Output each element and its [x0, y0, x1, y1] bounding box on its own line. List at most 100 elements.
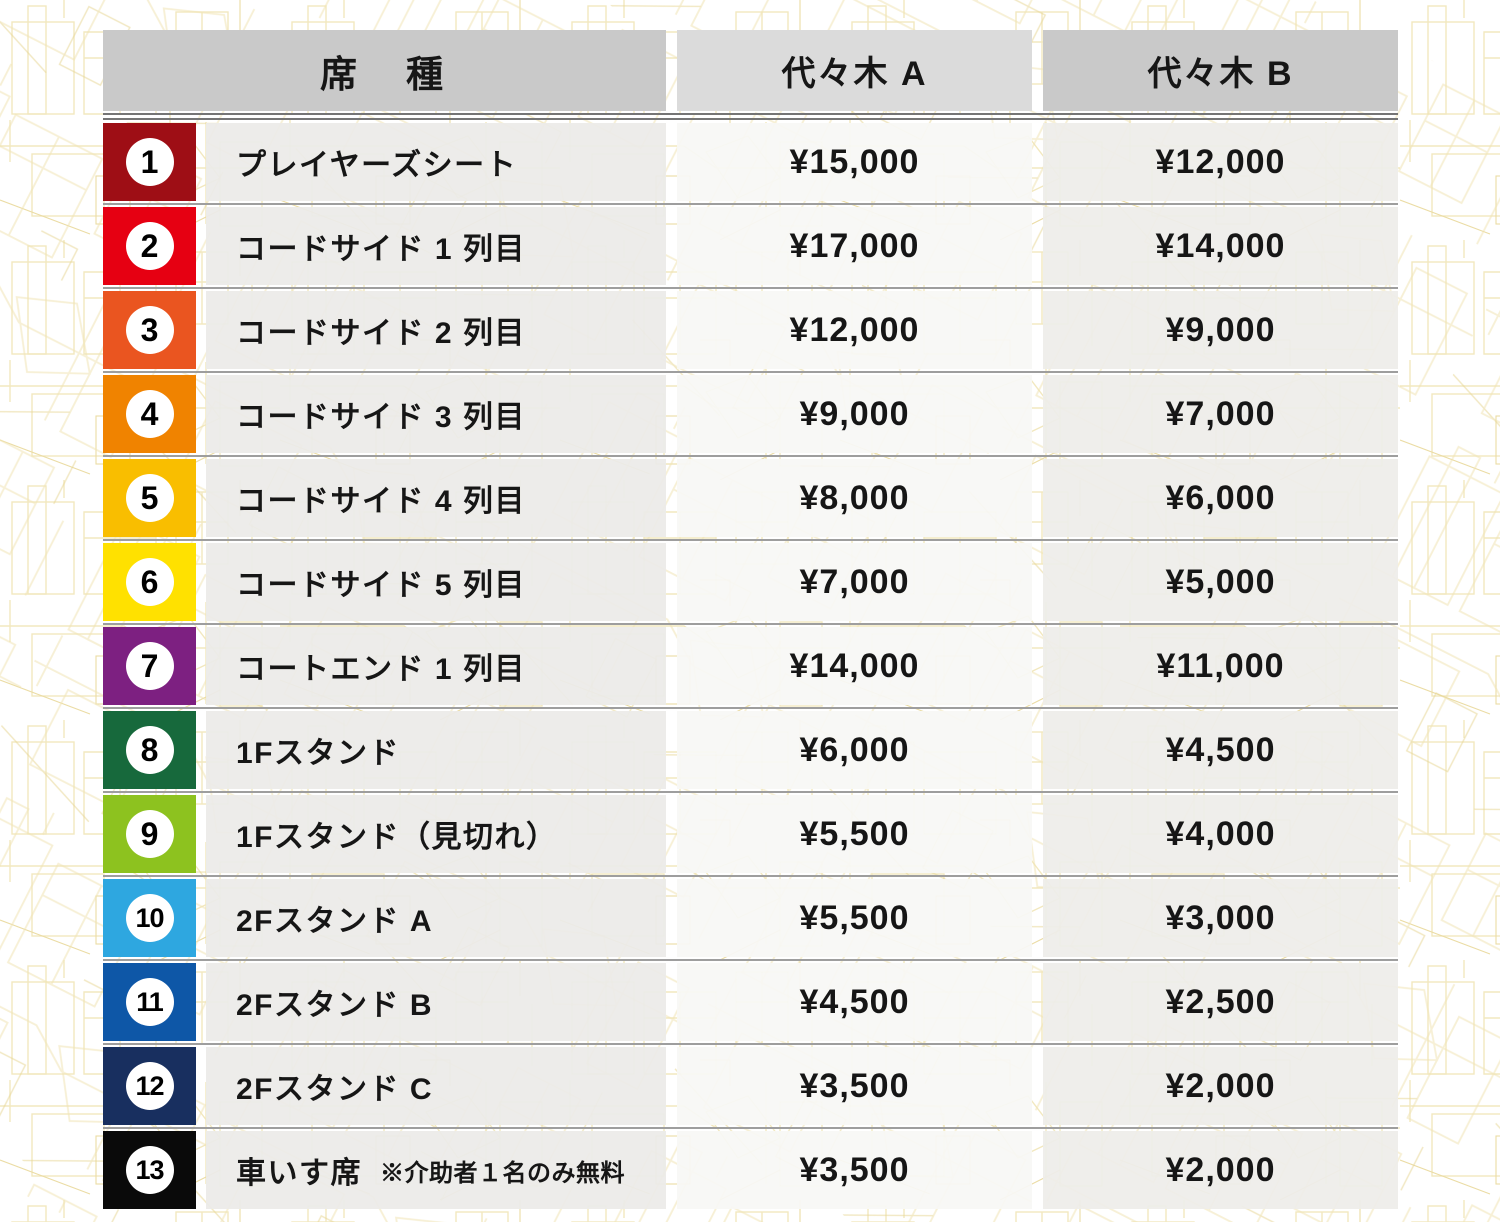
seat-label: プレイヤーズシート: [206, 123, 666, 201]
table-row: 3 コードサイド 2 列目 ¥12,000 ¥9,000: [103, 291, 1398, 369]
seat-label-text: 2Fスタンド A: [236, 905, 434, 938]
table-row: 7 コートエンド 1 列目 ¥14,000 ¥11,000: [103, 627, 1398, 705]
price-yoyogi-b: ¥9,000: [1043, 291, 1398, 369]
seat-number: 6: [125, 558, 174, 606]
seat-label: 車いす席 ※介助者１名のみ無料: [206, 1131, 666, 1209]
table-row: 9 1Fスタンド（見切れ） ¥5,500 ¥4,000: [103, 795, 1398, 873]
seat-label: コードサイド 1 列目: [206, 207, 666, 285]
seat-number: 7: [125, 642, 174, 690]
seat-label: 2Fスタンド A: [206, 879, 666, 957]
column-gap: [196, 879, 206, 957]
seat-number: 10: [125, 894, 174, 942]
seat-label-text: コードサイド 5 列目: [236, 569, 526, 602]
seat-number: 12: [125, 1062, 174, 1110]
header-yoyogi-a: 代々木 A: [677, 30, 1032, 111]
table-row: 10 2Fスタンド A ¥5,500 ¥3,000: [103, 879, 1398, 957]
seat-number-badge: 9: [103, 795, 196, 873]
seat-number-badge: 1: [103, 123, 196, 201]
seat-label-text: 車いす席: [236, 1157, 362, 1190]
seat-label: 2Fスタンド B: [206, 963, 666, 1041]
seat-label-text: 1Fスタンド（見切れ）: [236, 821, 558, 854]
price-yoyogi-a: ¥6,000: [677, 711, 1032, 789]
row-divider: [103, 791, 1398, 793]
column-gap: [666, 627, 677, 705]
table-row: 13 車いす席 ※介助者１名のみ無料 ¥3,500 ¥2,000: [103, 1131, 1398, 1209]
seat-number: 2: [125, 222, 174, 270]
column-gap: [196, 1131, 206, 1209]
price-yoyogi-b: ¥2,000: [1043, 1131, 1398, 1209]
column-gap: [196, 291, 206, 369]
column-gap: [666, 459, 677, 537]
price-yoyogi-a: ¥14,000: [677, 627, 1032, 705]
column-gap: [196, 711, 206, 789]
price-yoyogi-a: ¥5,500: [677, 795, 1032, 873]
column-gap: [666, 543, 677, 621]
seat-label-note: ※介助者１名のみ無料: [380, 1159, 625, 1187]
column-gap: [1032, 459, 1043, 537]
seat-number: 11: [125, 978, 174, 1026]
column-gap: [666, 1047, 677, 1125]
seat-number-badge: 7: [103, 627, 196, 705]
column-gap: [196, 543, 206, 621]
seat-label-text: コードサイド 3 列目: [236, 401, 526, 434]
price-yoyogi-a: ¥4,500: [677, 963, 1032, 1041]
seat-label-text: コードサイド 1 列目: [236, 233, 526, 266]
seat-number-badge: 11: [103, 963, 196, 1041]
seat-label: コードサイド 2 列目: [206, 291, 666, 369]
row-divider: [103, 875, 1398, 877]
column-gap: [196, 963, 206, 1041]
price-yoyogi-b: ¥6,000: [1043, 459, 1398, 537]
column-gap: [1032, 207, 1043, 285]
table-row: 5 コードサイド 4 列目 ¥8,000 ¥6,000: [103, 459, 1398, 537]
column-gap: [1032, 291, 1043, 369]
table-row: 6 コードサイド 5 列目 ¥7,000 ¥5,000: [103, 543, 1398, 621]
price-yoyogi-a: ¥3,500: [677, 1047, 1032, 1125]
row-divider: [103, 371, 1398, 373]
seat-label-text: コードサイド 2 列目: [236, 317, 526, 350]
seat-number: 1: [125, 138, 174, 186]
column-gap: [196, 1047, 206, 1125]
column-gap: [196, 795, 206, 873]
row-divider: [103, 1043, 1398, 1045]
header-yoyogi-b: 代々木 B: [1043, 30, 1398, 111]
column-gap: [1032, 375, 1043, 453]
price-yoyogi-a: ¥3,500: [677, 1131, 1032, 1209]
price-yoyogi-b: ¥4,000: [1043, 795, 1398, 873]
table-row: 12 2Fスタンド C ¥3,500 ¥2,000: [103, 1047, 1398, 1125]
column-gap: [666, 711, 677, 789]
row-divider: [103, 707, 1398, 709]
table-row: 11 2Fスタンド B ¥4,500 ¥2,500: [103, 963, 1398, 1041]
column-gap: [666, 963, 677, 1041]
seat-number: 3: [125, 306, 174, 354]
column-gap: [196, 627, 206, 705]
price-yoyogi-a: ¥8,000: [677, 459, 1032, 537]
column-gap: [666, 207, 677, 285]
price-yoyogi-b: ¥2,500: [1043, 963, 1398, 1041]
seat-label: 1Fスタンド: [206, 711, 666, 789]
price-yoyogi-b: ¥12,000: [1043, 123, 1398, 201]
price-yoyogi-a: ¥17,000: [677, 207, 1032, 285]
column-gap: [1032, 711, 1043, 789]
column-gap: [666, 795, 677, 873]
seat-label: コードサイド 5 列目: [206, 543, 666, 621]
seat-number-badge: 8: [103, 711, 196, 789]
column-gap: [666, 30, 677, 111]
row-divider: [103, 959, 1398, 961]
seat-label: コードサイド 3 列目: [206, 375, 666, 453]
column-gap: [196, 123, 206, 201]
column-gap: [1032, 30, 1043, 111]
column-gap: [196, 459, 206, 537]
header-seat-type: 席 種: [103, 30, 666, 111]
price-yoyogi-a: ¥7,000: [677, 543, 1032, 621]
price-yoyogi-b: ¥7,000: [1043, 375, 1398, 453]
table-row: 1 プレイヤーズシート ¥15,000 ¥12,000: [103, 123, 1398, 201]
price-yoyogi-b: ¥5,000: [1043, 543, 1398, 621]
seat-number-badge: 12: [103, 1047, 196, 1125]
seat-label-text: コードサイド 4 列目: [236, 485, 526, 518]
header-separator: [103, 113, 1398, 120]
seat-number-badge: 4: [103, 375, 196, 453]
seat-number: 9: [125, 810, 174, 858]
price-yoyogi-b: ¥2,000: [1043, 1047, 1398, 1125]
column-gap: [1032, 543, 1043, 621]
seat-label: コードサイド 4 列目: [206, 459, 666, 537]
